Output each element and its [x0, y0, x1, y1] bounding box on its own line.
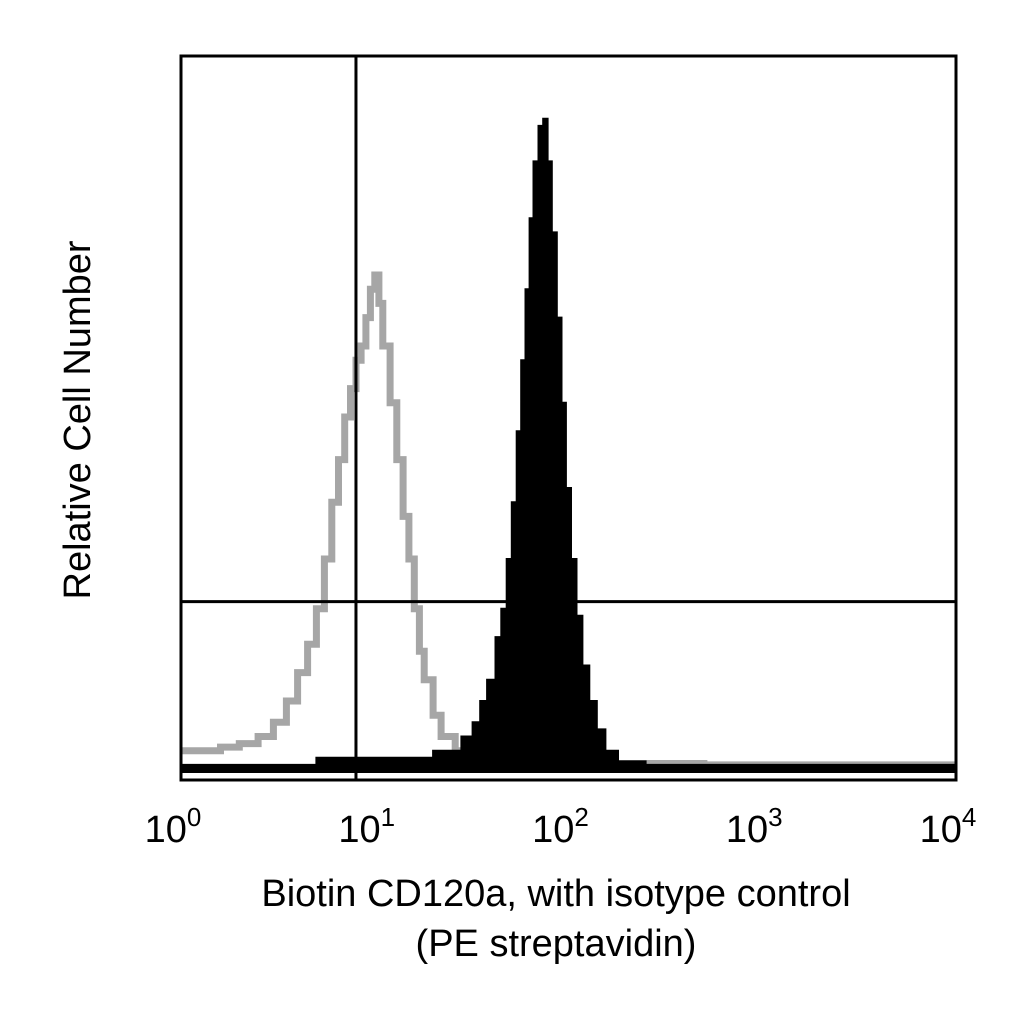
x-tick-label: 104: [920, 802, 977, 851]
quadrant-gates: [181, 56, 956, 780]
y-axis-title: Relative Cell Number: [57, 240, 99, 599]
histogram-series-filled: [180, 117, 957, 773]
plot-frame: [179, 54, 958, 782]
x-tick-label: 102: [532, 802, 589, 851]
x-axis-title-line1: Biotin CD120a, with isotype control: [261, 873, 850, 915]
histogram-series-outline: [181, 271, 956, 769]
x-axis-title-line2: (PE streptavidin): [416, 923, 697, 965]
plot-area: [180, 117, 957, 773]
x-tick-label: 101: [338, 802, 395, 851]
x-tick-label: 100: [145, 802, 202, 851]
x-tick-label: 103: [726, 802, 783, 851]
x-axis-ticks: 100 101 102 103 104: [145, 802, 977, 851]
